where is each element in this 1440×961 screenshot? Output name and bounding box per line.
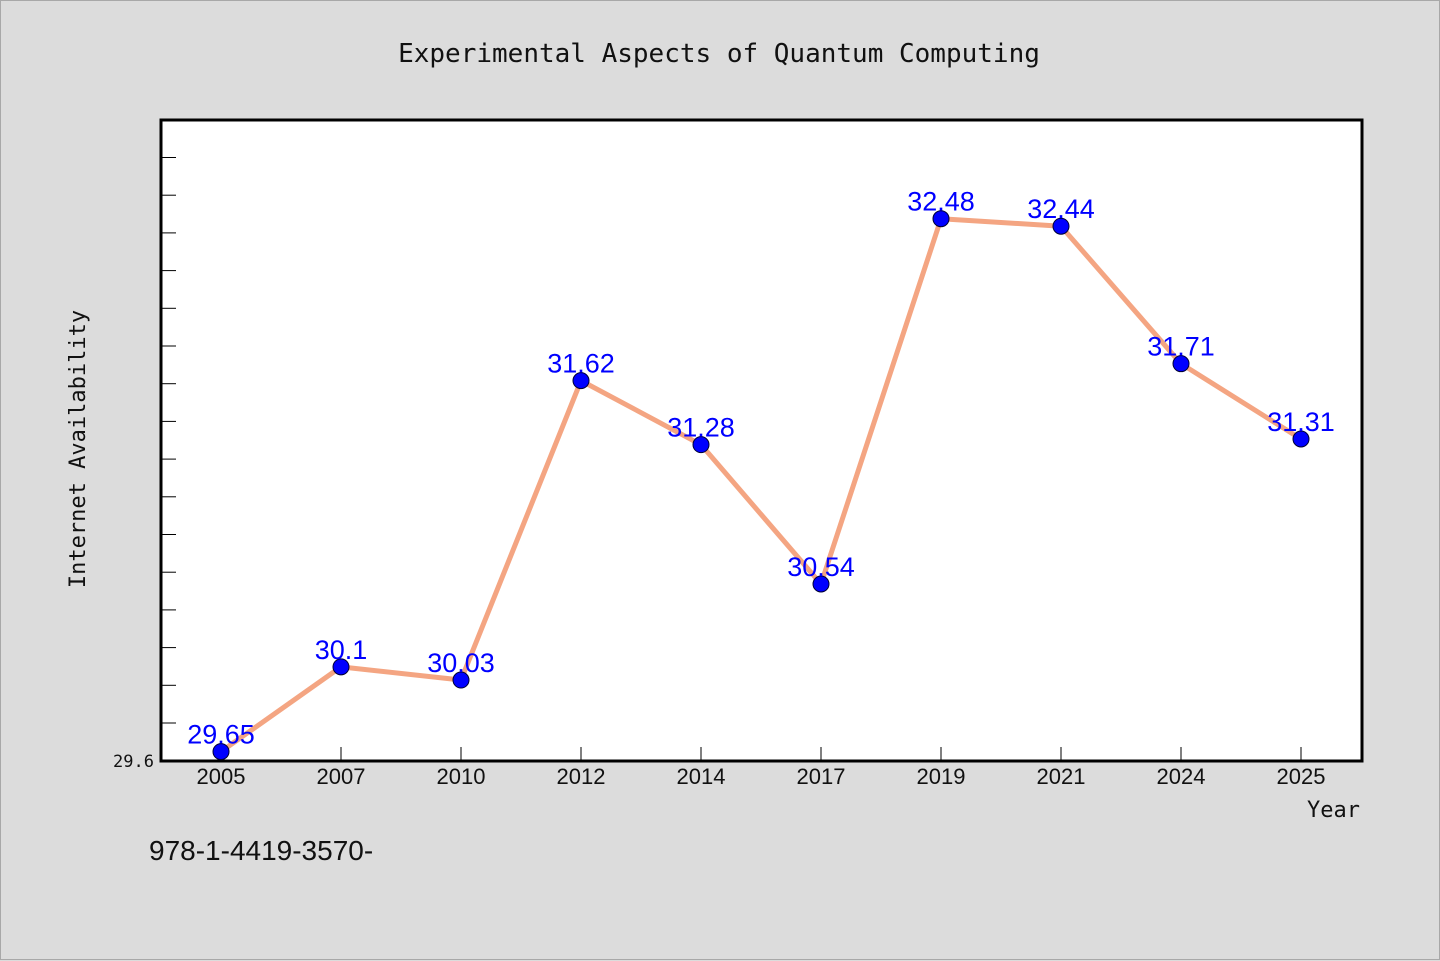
- data-point: [1052, 217, 1070, 235]
- data-label: 32.44: [1027, 194, 1095, 224]
- data-point: [452, 671, 470, 689]
- x-tick-label: 2024: [1157, 764, 1206, 789]
- plot-area: [159, 118, 1364, 763]
- x-tick-label: 2007: [317, 764, 366, 789]
- data-point: [932, 210, 950, 228]
- data-label: 31.31: [1267, 407, 1335, 437]
- chart-title: Experimental Aspects of Quantum Computin…: [398, 39, 1040, 69]
- data-label: 32.48: [907, 187, 975, 217]
- data-label: 30.03: [427, 648, 495, 678]
- data-point: [812, 575, 830, 593]
- data-point: [332, 658, 350, 676]
- x-tick-label: 2021: [1037, 764, 1086, 789]
- data-label: 29.65: [187, 720, 255, 750]
- x-tick-label: 2025: [1277, 764, 1326, 789]
- series-line-segment: [578, 378, 704, 448]
- series-line-group: [218, 216, 1304, 755]
- data-point: [692, 436, 710, 454]
- x-axis-ticks: [220, 747, 1302, 761]
- y-axis-label: Internet Availability: [66, 310, 91, 588]
- x-tick-label: 2012: [557, 764, 606, 789]
- data-label: 31.62: [547, 349, 615, 379]
- x-tick-label: 2014: [677, 764, 726, 789]
- x-tick-label: 2005: [197, 764, 246, 789]
- series-line-segment: [218, 664, 344, 755]
- data-label: 31.28: [667, 413, 735, 443]
- x-tick-label: 2019: [917, 764, 966, 789]
- footer-text: 978-1-4419-3570-: [149, 835, 374, 866]
- x-axis-label: Year: [1307, 798, 1360, 823]
- series-line-segment: [338, 664, 464, 683]
- data-point: [212, 743, 230, 761]
- series-line-segment: [458, 378, 584, 683]
- series-line-segment: [1178, 361, 1304, 442]
- x-axis-tick-labels: 2005 2007 2010 2012 2014 2017 2019 2021 2024 2025: [197, 764, 1326, 789]
- data-point: [1172, 355, 1190, 373]
- data-label: 30.1: [315, 635, 368, 665]
- x-tick-label: 2010: [437, 764, 486, 789]
- data-label: 30.54: [787, 552, 855, 582]
- series-line-segment: [818, 216, 944, 587]
- series-line-segment: [938, 216, 1064, 229]
- data-point: [572, 372, 590, 390]
- y-tick-label: 29.6: [113, 752, 154, 772]
- data-point: [1292, 430, 1310, 448]
- series-line-segment: [698, 442, 824, 587]
- x-tick-label: 2017: [797, 764, 846, 789]
- y-axis-minor-ticks: [161, 157, 176, 724]
- data-point-group: [212, 210, 1310, 761]
- data-label-group: 29.65 30.1 30.03 31.62 31.28 30.54 32.48 32.44 3…: [187, 187, 1335, 750]
- series-line-segment: [1058, 223, 1184, 367]
- data-label: 31.71: [1147, 332, 1215, 362]
